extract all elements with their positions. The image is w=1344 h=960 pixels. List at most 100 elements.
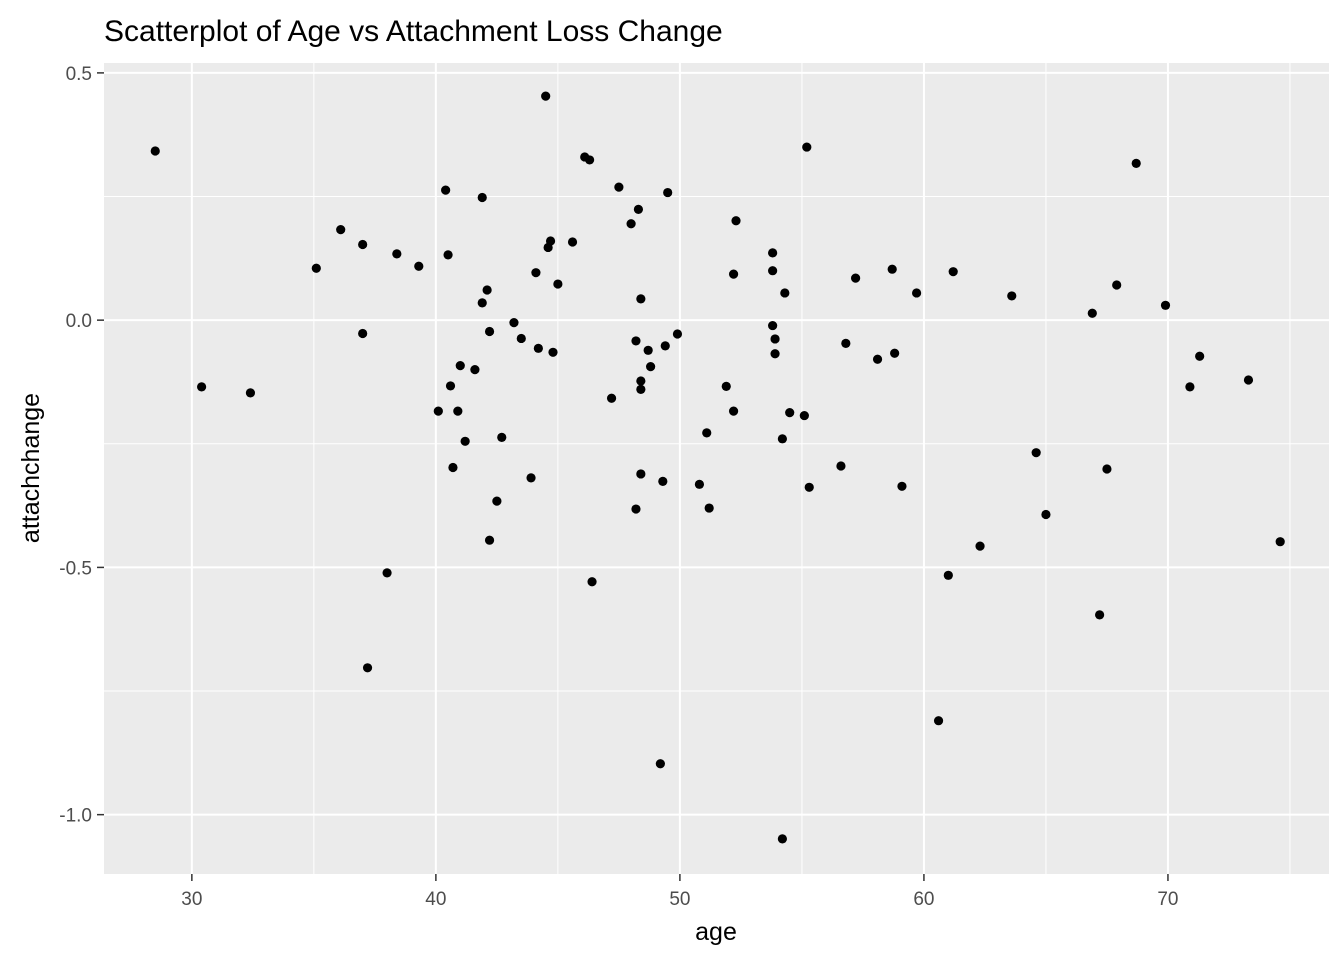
data-point [836, 461, 846, 471]
data-point [1243, 375, 1254, 385]
data-point [606, 393, 617, 403]
data-point [694, 479, 705, 489]
data-point [768, 248, 778, 258]
data-point [311, 263, 321, 273]
data-point [911, 288, 922, 298]
data-point [1041, 509, 1051, 520]
data-point [553, 279, 563, 289]
data-points [150, 91, 1285, 844]
data-point [804, 482, 814, 492]
data-point [1095, 610, 1105, 620]
y-tick-label: -0.5 [59, 558, 92, 579]
data-point [197, 382, 207, 392]
data-point [704, 503, 714, 513]
data-point [777, 834, 787, 844]
data-point [526, 473, 536, 483]
data-point [636, 469, 646, 479]
data-point [646, 362, 656, 372]
data-point [660, 341, 670, 351]
data-point [636, 294, 646, 304]
data-point [948, 267, 958, 277]
data-point [470, 364, 480, 375]
data-point [631, 336, 641, 346]
data-point [626, 219, 636, 229]
data-point [1185, 382, 1195, 392]
chart-title: Scatterplot of Age vs Attachment Loss Ch… [104, 15, 723, 48]
data-point [477, 298, 487, 308]
major-gridlines [104, 63, 1329, 874]
data-point [897, 481, 907, 491]
data-point [785, 408, 795, 418]
data-point [460, 436, 470, 446]
data-point [799, 410, 809, 421]
data-point [443, 250, 453, 260]
x-tick-label: 30 [181, 889, 202, 910]
data-point [780, 288, 790, 298]
data-point [477, 192, 487, 203]
data-point [1160, 300, 1171, 310]
data-point [533, 343, 543, 353]
data-point [631, 504, 641, 514]
data-point [482, 285, 492, 295]
data-point [770, 349, 780, 359]
x-axis-ticks: 30 40 50 60 70 [181, 874, 1179, 910]
data-point [1195, 351, 1205, 361]
data-point [1102, 464, 1112, 474]
data-point [414, 261, 424, 271]
data-point [890, 348, 900, 358]
data-point [633, 204, 644, 214]
y-tick-label: 0.0 [66, 311, 92, 332]
data-point [643, 345, 653, 355]
data-point [887, 264, 897, 274]
data-point [545, 236, 556, 246]
data-point [497, 432, 507, 442]
data-point [548, 347, 558, 357]
data-point [850, 273, 861, 283]
data-point [658, 476, 668, 486]
data-point [1087, 308, 1097, 318]
data-point [455, 361, 465, 371]
data-point [392, 249, 402, 259]
data-point [731, 216, 741, 226]
data-point [492, 496, 502, 506]
data-point [614, 182, 624, 192]
y-axis-title: attachchange [17, 393, 45, 543]
data-point [453, 406, 463, 416]
data-point [441, 185, 451, 195]
data-point [728, 269, 739, 279]
data-point [484, 326, 495, 337]
data-point [655, 759, 665, 769]
x-axis-title: age [695, 918, 737, 946]
minor-gridlines [104, 63, 1329, 874]
data-point [150, 146, 160, 156]
data-point [872, 354, 883, 364]
data-point [728, 406, 739, 416]
data-point [358, 239, 368, 250]
data-point [702, 428, 712, 438]
data-point [933, 716, 944, 726]
data-point [567, 237, 578, 247]
data-point [541, 91, 551, 101]
data-point [587, 577, 597, 587]
data-point [1031, 448, 1041, 458]
data-point [484, 535, 495, 545]
data-point [382, 568, 392, 578]
data-point [362, 663, 373, 673]
data-point [336, 225, 346, 235]
data-point [516, 333, 526, 344]
data-point [768, 320, 778, 331]
data-point [1112, 280, 1122, 290]
x-tick-label: 60 [913, 889, 934, 910]
data-point [768, 266, 778, 276]
x-tick-label: 50 [669, 889, 690, 910]
data-point [636, 384, 646, 394]
y-tick-label: -1.0 [59, 806, 92, 827]
data-point [975, 541, 985, 551]
data-point [1275, 537, 1285, 547]
data-point [1131, 158, 1141, 168]
data-point [636, 376, 646, 386]
data-point [1007, 291, 1017, 301]
x-tick-label: 40 [425, 889, 446, 910]
data-point [531, 268, 541, 278]
